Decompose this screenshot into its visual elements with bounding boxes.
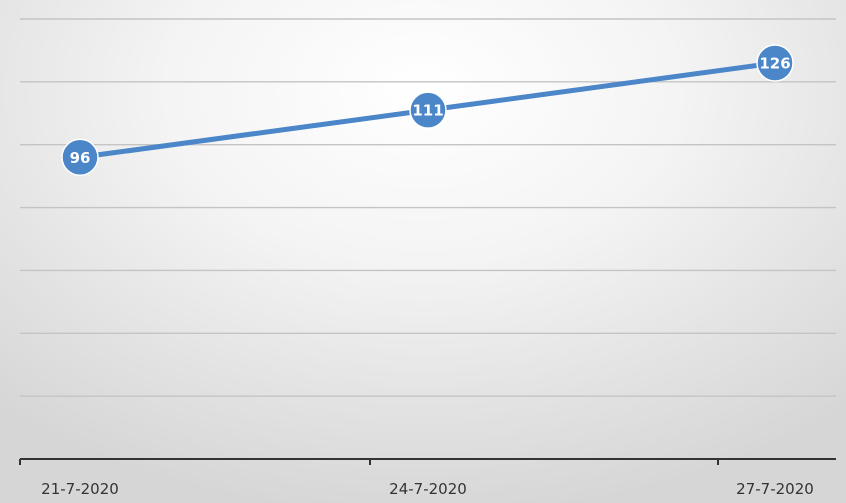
data-label-24-7-2020: 111 [412,102,443,120]
data-point-21-7-2020 [61,138,99,177]
x-tick-label-0: 21-7-2020 [41,480,119,498]
data-label-27-7-2020: 126 [759,55,790,73]
x-tick-label-1: 24-7-2020 [389,480,467,498]
x-tick-labels: 21-7-2020 24-7-2020 27-7-2020 [41,480,814,498]
data-label-21-7-2020: 96 [70,149,91,167]
data-point-27-7-2020 [756,44,794,82]
x-axis [19,458,836,465]
series-layer: 96 111 126 [61,44,794,177]
gridlines [20,18,836,397]
x-tick-label-2: 27-7-2020 [736,480,814,498]
data-point-24-7-2020 [409,91,447,129]
